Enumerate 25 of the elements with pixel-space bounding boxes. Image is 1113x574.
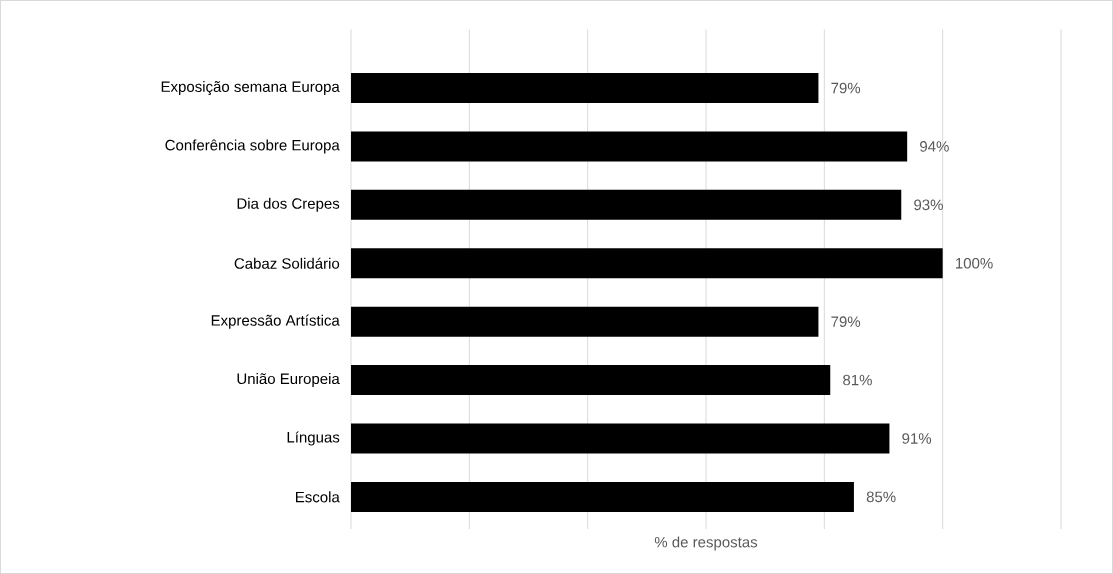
bar	[351, 73, 819, 104]
y-tick-label: Escola	[296, 491, 340, 503]
bar	[351, 306, 819, 337]
data-label: 85%	[866, 491, 896, 503]
y-tick-label: União Europeia	[237, 373, 340, 388]
y-tick-label: Línguas	[287, 431, 340, 446]
bar	[351, 423, 890, 454]
y-tick-label: Cabaz Solidário	[234, 257, 340, 269]
y-tick-label: Dia dos Crepes	[237, 197, 340, 212]
y-tick-label: Expressão Artística	[211, 314, 340, 329]
y-tick-label: Conferência sobre Europa	[165, 139, 340, 154]
bar	[351, 131, 908, 162]
x-axis-title: % de respostas	[654, 536, 758, 551]
bar	[351, 365, 831, 396]
data-label: 93%	[914, 199, 943, 211]
y-tick-label: Exposição semana Europa	[161, 80, 340, 96]
bar	[351, 481, 854, 512]
data-label: 79%	[831, 316, 861, 327]
data-label: 91%	[902, 433, 932, 444]
data-label: 100%	[956, 257, 993, 269]
data-label: 81%	[843, 374, 872, 386]
data-label: 79%	[831, 82, 861, 94]
bar	[351, 189, 902, 220]
data-label: 94%	[920, 141, 949, 152]
bar	[351, 248, 943, 279]
